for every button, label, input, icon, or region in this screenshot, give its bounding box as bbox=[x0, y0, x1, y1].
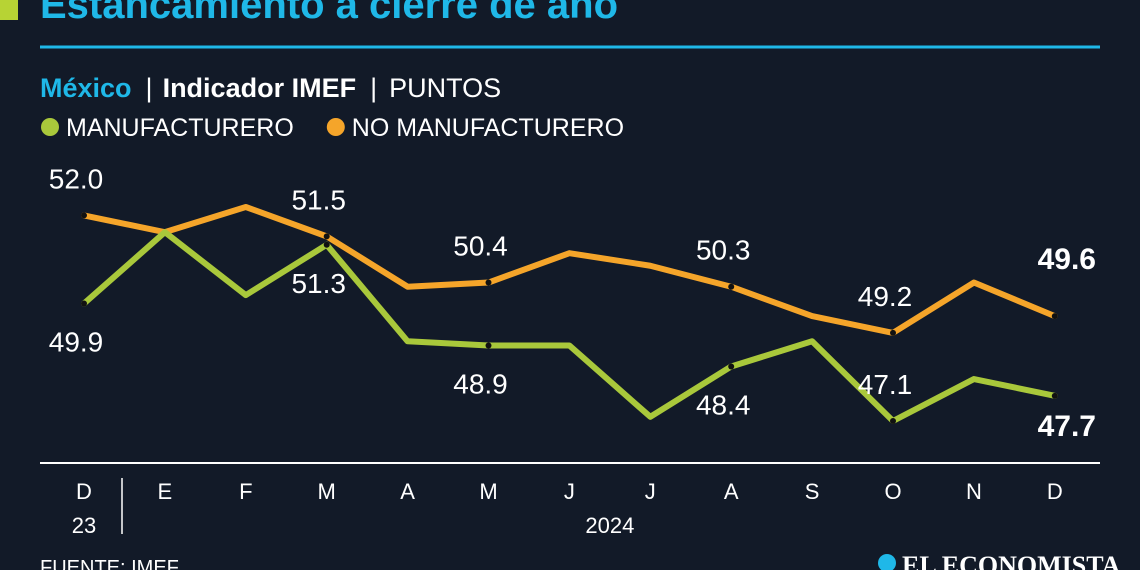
x-tick-label: D bbox=[76, 479, 92, 504]
point bbox=[485, 342, 492, 349]
point bbox=[323, 241, 330, 248]
point bbox=[81, 212, 87, 219]
point bbox=[1051, 313, 1058, 320]
subtitle-country: México bbox=[40, 73, 132, 103]
x-tick-label: N bbox=[966, 479, 982, 504]
data-label: 52.0 bbox=[49, 163, 104, 194]
legend-marker bbox=[326, 118, 345, 136]
x-tick-label: J bbox=[564, 479, 575, 504]
point bbox=[81, 300, 87, 307]
year-label: 2024 bbox=[585, 513, 634, 538]
x-tick-label: D bbox=[1047, 479, 1063, 504]
brand: EL ECONOMISTA bbox=[902, 551, 1121, 570]
data-label: 51.3 bbox=[291, 268, 346, 299]
x-tick-label: S bbox=[805, 479, 820, 504]
data-label: 50.3 bbox=[696, 235, 751, 266]
chart-title: Estancamiento a cierre de año bbox=[40, 0, 618, 27]
point bbox=[728, 363, 735, 370]
plot-area: D E F M A M J J A S O N D 23 2024 49.9 51.3 48.9 48.4 47.1 4… bbox=[49, 163, 1096, 538]
point bbox=[1051, 392, 1058, 399]
point bbox=[890, 329, 896, 336]
legend-label: MANUFACTURERO bbox=[66, 114, 294, 142]
data-label: 47.7 bbox=[1038, 410, 1096, 443]
data-label: 48.4 bbox=[696, 389, 751, 420]
x-tick-label: M bbox=[479, 479, 497, 504]
data-label: 49.9 bbox=[49, 327, 104, 358]
subtitle: México | Indicador IMEF | PUNTOS bbox=[40, 73, 501, 103]
x-tick-label: M bbox=[318, 479, 336, 504]
x-tick-label: F bbox=[239, 479, 252, 504]
x-tick-label: J bbox=[645, 479, 656, 504]
separator: | bbox=[370, 73, 377, 103]
subtitle-indicator: Indicador IMEF bbox=[163, 73, 357, 103]
point bbox=[890, 418, 896, 424]
data-label: 48.9 bbox=[453, 368, 508, 399]
separator: | bbox=[146, 73, 153, 103]
data-label: 51.5 bbox=[291, 184, 346, 215]
x-tick-label: O bbox=[884, 479, 901, 504]
legend: MANUFACTURERO NO MANUFACTURERO bbox=[41, 114, 624, 142]
x-tick-label: A bbox=[724, 479, 739, 504]
point bbox=[485, 279, 492, 286]
year-label: 23 bbox=[72, 513, 96, 538]
data-label: 50.4 bbox=[453, 231, 508, 262]
x-tick-label: E bbox=[158, 479, 173, 504]
point bbox=[323, 233, 330, 240]
accent-bar bbox=[0, 0, 18, 20]
series-line bbox=[81, 204, 1058, 336]
subtitle-unit: PUNTOS bbox=[389, 73, 501, 103]
source: FUENTE: IMEF bbox=[40, 557, 179, 570]
point bbox=[728, 283, 735, 290]
data-label: 47.1 bbox=[858, 369, 913, 400]
legend-marker bbox=[41, 118, 59, 136]
brand-icon bbox=[878, 554, 896, 570]
data-label: 49.6 bbox=[1038, 243, 1096, 276]
legend-label: NO MANUFACTURERO bbox=[352, 114, 624, 142]
data-label: 49.2 bbox=[858, 281, 913, 312]
x-tick-label: A bbox=[400, 479, 415, 504]
